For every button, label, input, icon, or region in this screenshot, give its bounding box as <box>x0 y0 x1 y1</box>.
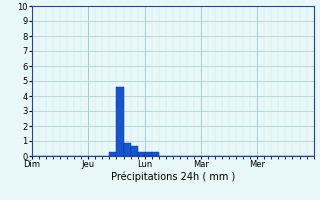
Bar <box>124 142 131 156</box>
X-axis label: Précipitations 24h ( mm ): Précipitations 24h ( mm ) <box>111 172 235 182</box>
Bar <box>109 152 116 156</box>
Bar <box>131 146 138 156</box>
Bar <box>145 152 152 156</box>
Bar <box>152 152 159 156</box>
Bar <box>138 152 145 156</box>
Bar <box>116 87 124 156</box>
